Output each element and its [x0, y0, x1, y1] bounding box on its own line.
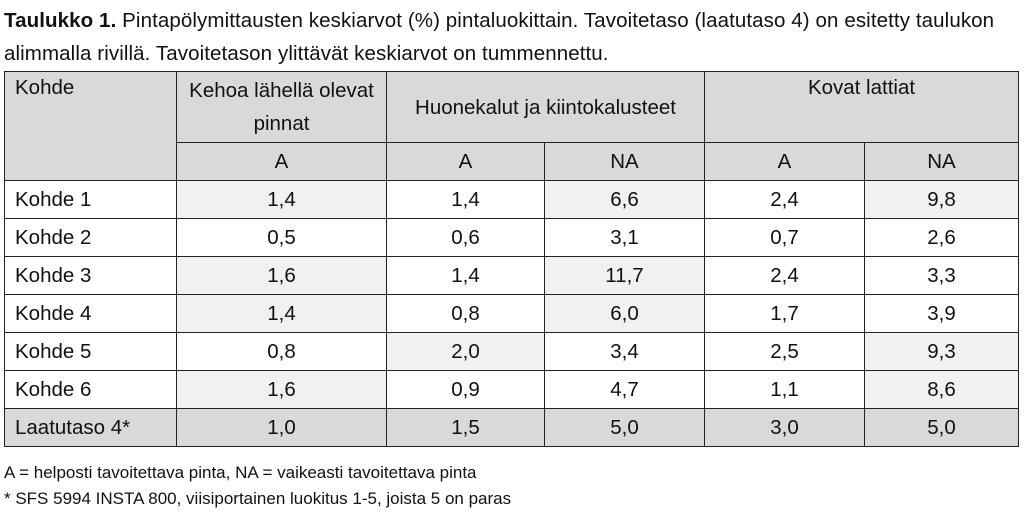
value-cell: 1,7: [704, 294, 865, 333]
header-kohde: Kohde: [4, 71, 177, 181]
row-name: Kohde 2: [4, 218, 177, 257]
value-cell: 1,0: [176, 408, 387, 447]
table-row: Kohde 2 0,5 0,6 3,1 0,7 2,6: [4, 218, 1019, 257]
header-group-hard-floors: Kovat lattiat: [704, 71, 1019, 143]
caption-text: Pintapölymittausten keskiarvot (%) pinta…: [4, 9, 995, 65]
value-cell: 3,3: [864, 256, 1019, 295]
value-cell: 9,3: [864, 332, 1019, 371]
value-cell: 1,4: [176, 294, 387, 333]
value-cell: 0,5: [176, 218, 387, 257]
table-subheader-row: A A NA A NA: [5, 142, 1019, 181]
value-cell: 1,6: [176, 370, 387, 409]
value-cell: 1,4: [386, 256, 545, 295]
subheader-cell: NA: [544, 142, 705, 181]
value-cell: 2,6: [864, 218, 1019, 257]
value-cell: 1,1: [704, 370, 865, 409]
caption-label: Taulukko 1.: [4, 9, 117, 32]
value-cell: 1,4: [176, 180, 387, 219]
row-name: Kohde 5: [4, 332, 177, 371]
target-level-row: Laatutaso 4* 1,0 1,5 5,0 3,0 5,0: [4, 408, 1019, 447]
subheader-cell: NA: [864, 142, 1019, 181]
header-group-body-surfaces: Kehoa lähellä olevat pinnat: [176, 71, 387, 143]
value-cell: 5,0: [544, 408, 705, 447]
table-row: Kohde 5 0,8 2,0 3,4 2,5 9,3: [4, 332, 1019, 371]
value-cell: 2,4: [704, 256, 865, 295]
table-row: Kohde 1 1,4 1,4 6,6 2,4 9,8: [4, 180, 1019, 219]
value-cell: 1,4: [386, 180, 545, 219]
table-row: Kohde 3 1,6 1,4 11,7 2,4 3,3: [4, 256, 1019, 295]
value-cell: 1,6: [176, 256, 387, 295]
value-cell: 5,0: [864, 408, 1019, 447]
value-cell: 2,5: [704, 332, 865, 371]
value-cell: 11,7: [544, 256, 705, 295]
row-name: Kohde 3: [4, 256, 177, 295]
value-cell: 0,7: [704, 218, 865, 257]
value-cell: 3,0: [704, 408, 865, 447]
value-cell: 2,4: [704, 180, 865, 219]
subheader-cell: A: [176, 142, 387, 181]
table-row: Kohde 6 1,6 0,9 4,7 1,1 8,6: [4, 370, 1019, 409]
value-cell: 4,7: [544, 370, 705, 409]
value-cell: 0,6: [386, 218, 545, 257]
dust-measurement-table: Kohde Kehoa lähellä olevat pinnat Huonek…: [4, 71, 1019, 447]
table-row: Kohde 4 1,4 0,8 6,0 1,7 3,9: [4, 294, 1019, 333]
value-cell: 3,9: [864, 294, 1019, 333]
footnote-standard: * SFS 5994 INSTA 800, viisiportainen luo…: [4, 489, 512, 508]
value-cell: 8,6: [864, 370, 1019, 409]
value-cell: 6,0: [544, 294, 705, 333]
value-cell: 3,1: [544, 218, 705, 257]
header-group-furniture: Huonekalut ja kiintokalusteet: [386, 71, 705, 143]
value-cell: 9,8: [864, 180, 1019, 219]
value-cell: 0,9: [386, 370, 545, 409]
row-name: Kohde 4: [4, 294, 177, 333]
row-name: Kohde 1: [4, 180, 177, 219]
subheader-cell: A: [704, 142, 865, 181]
value-cell: 2,0: [386, 332, 545, 371]
subheader-cell: A: [386, 142, 545, 181]
table-caption: Taulukko 1. Pintapölymittausten keskiarv…: [4, 4, 1020, 70]
table-header-row: Kohde Kehoa lähellä olevat pinnat Huonek…: [4, 71, 1019, 181]
row-name: Kohde 6: [4, 370, 177, 409]
value-cell: 0,8: [176, 332, 387, 371]
value-cell: 6,6: [544, 180, 705, 219]
value-cell: 0,8: [386, 294, 545, 333]
value-cell: 3,4: [544, 332, 705, 371]
row-name: Laatutaso 4*: [4, 408, 177, 447]
value-cell: 1,5: [386, 408, 545, 447]
footnote-abbreviations: A = helposti tavoitettava pinta, NA = va…: [4, 463, 477, 482]
